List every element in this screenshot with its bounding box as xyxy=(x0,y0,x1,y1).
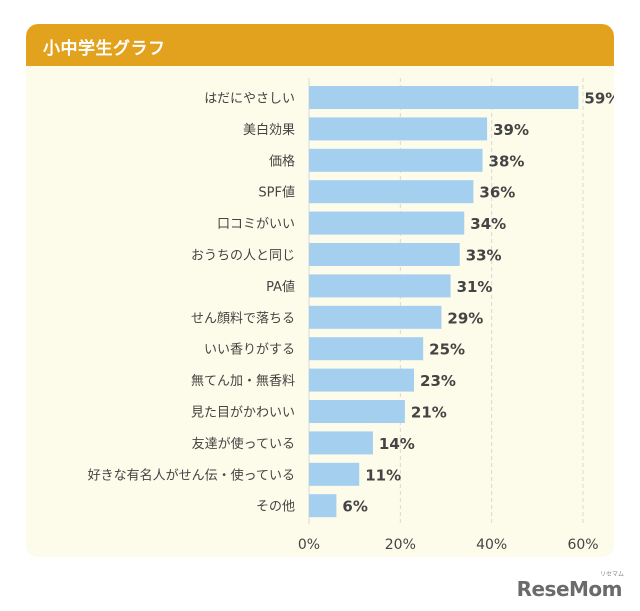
value-label: 31% xyxy=(457,278,493,296)
bar xyxy=(309,337,424,361)
bar xyxy=(309,368,415,392)
bar xyxy=(309,400,405,423)
value-label: 21% xyxy=(411,404,447,422)
category-label: はだにやさしい xyxy=(204,92,295,107)
x-tick-label: 20% xyxy=(385,537,416,553)
brand-sub: リセマム xyxy=(599,571,624,578)
value-label: 59% xyxy=(584,90,614,108)
value-label: 25% xyxy=(429,341,465,359)
category-label: 無てん加・無香料 xyxy=(191,374,295,389)
bar xyxy=(309,431,373,455)
brand-logo: ReseMom xyxy=(516,577,623,601)
value-label: 36% xyxy=(479,184,515,202)
bar xyxy=(309,180,474,204)
chart-card: 小中学生グラフ はだにやさしい 59% 美白効果 39% 価格 38% SPF値 36% 口コミ… xyxy=(26,24,614,557)
value-label: 23% xyxy=(420,372,456,390)
bar xyxy=(309,148,483,172)
x-tick-label: 40% xyxy=(476,537,507,553)
value-label: 38% xyxy=(489,152,525,170)
value-label: 14% xyxy=(379,435,415,453)
category-label: 価格 xyxy=(269,153,295,169)
x-tick-label: 60% xyxy=(567,537,598,553)
category-label: いい香りがする xyxy=(204,343,295,358)
value-label: 6% xyxy=(342,498,367,516)
category-label: PA値 xyxy=(266,279,295,295)
category-label: せん顔料で落ちる xyxy=(191,311,295,326)
bar xyxy=(309,86,579,109)
bar xyxy=(309,494,337,518)
bar xyxy=(309,305,442,329)
value-label: 33% xyxy=(466,247,502,265)
chart-header: 小中学生グラフ xyxy=(26,24,614,66)
category-label: SPF値 xyxy=(258,185,295,201)
category-label: 見た目がかわいい xyxy=(191,406,295,421)
bar xyxy=(309,211,465,235)
bar xyxy=(309,462,360,486)
chart-title: 小中学生グラフ xyxy=(43,39,166,59)
bar xyxy=(309,117,488,141)
bar-chart: はだにやさしい 59% 美白効果 39% 価格 38% SPF値 36% 口コミがいい 34% おう… xyxy=(88,78,614,553)
bar xyxy=(309,274,451,298)
bar xyxy=(309,243,460,266)
value-label: 34% xyxy=(470,215,506,233)
x-tick-label: 0% xyxy=(298,537,320,553)
value-label: 39% xyxy=(493,121,529,139)
value-label: 29% xyxy=(447,309,483,327)
value-label: 11% xyxy=(365,466,401,484)
category-label: 好きな有名人がせん伝・使っている xyxy=(88,467,295,483)
category-label: おうちの人と同じ xyxy=(191,249,295,264)
category-label: 美白効果 xyxy=(243,122,295,138)
category-label: 口コミがいい xyxy=(217,217,295,232)
category-label: 友達が使っている xyxy=(192,436,295,452)
category-label: その他 xyxy=(256,500,295,515)
